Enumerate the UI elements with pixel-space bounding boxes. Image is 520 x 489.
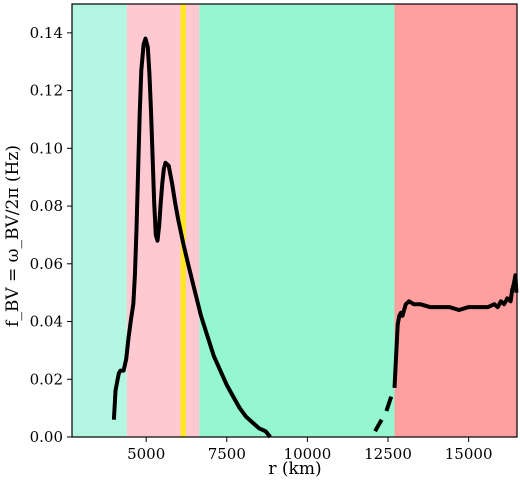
shaded-region-3: [199, 4, 395, 437]
x-axis-ticks: 5000 7500 10000 12500 15000: [127, 437, 492, 463]
shaded-region-4: [394, 4, 517, 437]
shaded-region-2: [126, 4, 200, 437]
x-tick-label: 5000: [127, 445, 165, 463]
x-tick-label: 12500: [364, 445, 412, 463]
data-series: [111, 36, 519, 439]
y-tick-label: 0.06: [30, 255, 63, 273]
y-tick-label: 0.02: [30, 370, 63, 388]
y-axis-ticks: 0.00 0.02 0.04 0.06 0.08 0.10 0.12 0.14: [30, 24, 72, 446]
y-tick-label: 0.08: [30, 197, 63, 215]
shaded-region-1: [72, 4, 127, 437]
x-tick-label: 15000: [445, 445, 493, 463]
y-tick-label: 0.10: [30, 139, 63, 157]
x-tick-label: 7500: [208, 445, 246, 463]
y-tick-label: 0.12: [30, 82, 63, 100]
plot-frame: [71, 3, 518, 438]
series-line-segment-1: [111, 36, 272, 439]
y-tick-label: 0.00: [30, 428, 63, 446]
y-tick-label: 0.14: [30, 24, 63, 42]
series-line-segment-2: [373, 418, 384, 433]
plot-area: [72, 4, 519, 439]
series-line-segment-3: [384, 395, 394, 412]
x-axis-label: r (km): [268, 459, 321, 479]
x-tick-label: 10000: [284, 445, 332, 463]
series-line-segment-4: [392, 273, 519, 389]
shaded-regions: [72, 4, 517, 437]
y-tick-label: 0.04: [30, 313, 63, 331]
y-axis-label: f_BV = ω_BV/2π (Hz): [3, 145, 23, 327]
